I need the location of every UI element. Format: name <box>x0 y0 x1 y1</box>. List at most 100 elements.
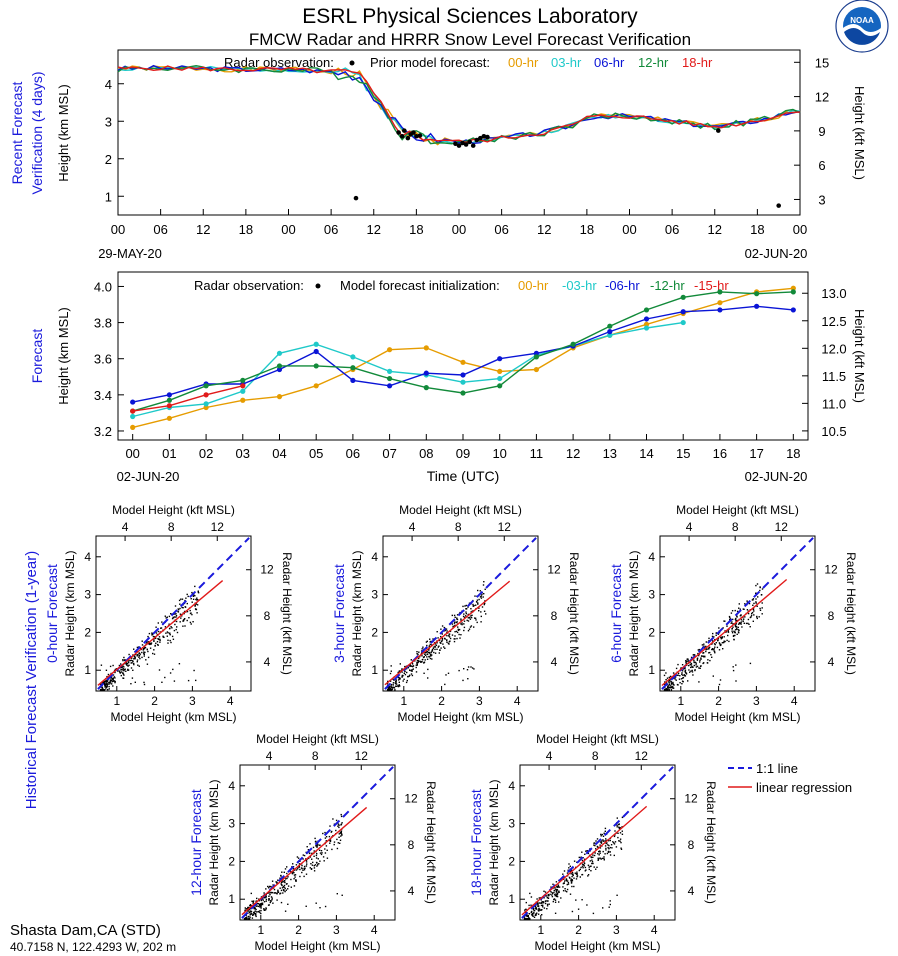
y-right-tick-label: 4 <box>828 655 835 669</box>
side-label-line2: Verification (4 days) <box>29 72 45 195</box>
scatter-point <box>554 887 556 889</box>
y-right-tick-label: 12 <box>547 563 561 577</box>
scatter-point <box>260 904 262 906</box>
scatter-point <box>478 607 480 609</box>
scatter-point <box>144 647 147 649</box>
scatter-point <box>448 634 450 636</box>
scatter-point <box>616 824 618 826</box>
scatter-point <box>609 900 611 902</box>
scatter-point <box>402 680 404 682</box>
scatter-point <box>720 643 722 646</box>
scatter-point <box>564 888 566 890</box>
scatter-point <box>305 865 308 867</box>
scatter-point <box>102 689 104 691</box>
scatter-point <box>468 617 471 619</box>
scatter-point <box>265 900 267 902</box>
scatter-point <box>571 875 573 878</box>
scatter-point <box>536 903 539 905</box>
scatter-point <box>551 892 553 894</box>
scatter-point <box>556 894 558 896</box>
site-coords: 40.7158 N, 122.4293 W, 202 m <box>10 940 176 954</box>
y-axis-label: Radar Height (km MSL) <box>63 550 77 676</box>
scatter-point <box>527 915 529 918</box>
scatter-point <box>483 593 485 595</box>
scatter-point <box>740 623 742 625</box>
series-point-03-hr <box>643 325 650 331</box>
scatter-point <box>316 846 318 848</box>
scatter-point <box>548 903 550 905</box>
scatter-point <box>558 891 560 893</box>
scatter-point <box>150 642 153 644</box>
scatter-point <box>745 622 748 625</box>
scatter-point <box>462 615 465 618</box>
scatter-point <box>540 902 542 904</box>
scatter-point <box>532 915 534 917</box>
scatter-point <box>270 900 272 902</box>
y-right-tick-label: 4 <box>264 655 271 669</box>
scatter-point <box>720 638 722 640</box>
x-tick-label: 05 <box>309 446 323 461</box>
scatter-point <box>678 678 681 680</box>
scatter-point <box>247 918 250 920</box>
scatter-point <box>529 892 531 895</box>
scatter-point <box>485 613 487 615</box>
scatter-point <box>570 869 572 872</box>
scatter-point <box>599 857 601 859</box>
scatter-point <box>123 666 125 668</box>
scatter-point <box>672 687 674 689</box>
observation-point <box>470 143 476 148</box>
series-point-12-hr <box>386 375 393 382</box>
scatter-point <box>572 874 574 877</box>
scatter-point <box>260 899 263 902</box>
scatter-point <box>739 615 742 617</box>
scatter-point <box>684 670 686 673</box>
scatter-point <box>403 678 405 680</box>
regression-line <box>384 580 511 686</box>
x-tick-label: 18 <box>750 222 764 237</box>
scatter-point <box>532 912 535 914</box>
scatter-point <box>711 648 714 650</box>
scatter-point <box>197 599 199 601</box>
scatter-point <box>180 598 182 600</box>
scatter-point <box>693 664 695 667</box>
scatter-point <box>476 621 478 624</box>
scatter-point <box>602 850 604 853</box>
scatter-point <box>192 621 194 623</box>
scatter-point <box>568 876 571 879</box>
x-tick-label: 00 <box>111 222 125 237</box>
series-point-06-hr <box>790 307 796 313</box>
regression-line <box>661 578 788 687</box>
scatter-point <box>276 892 278 895</box>
y-right-tick-label: 12 <box>260 563 274 577</box>
scatter-point <box>685 660 687 662</box>
scatter-point <box>445 674 447 676</box>
scatter-point <box>311 858 313 860</box>
series-line-00-hr <box>117 65 801 146</box>
figure-title: ESRL Physical Sciences Laboratory <box>302 5 638 28</box>
scatter-point <box>388 687 391 689</box>
scatter-point <box>709 651 711 654</box>
scatter-point <box>326 849 328 851</box>
scatter-point <box>120 663 122 665</box>
scatter-point <box>526 918 528 920</box>
scatter-point <box>441 640 443 642</box>
scatter-point <box>261 903 264 906</box>
scatter-point <box>581 874 583 876</box>
scatter-point <box>461 622 463 624</box>
scatter-point <box>130 659 132 661</box>
scatter-point <box>281 887 284 889</box>
scatter-point <box>283 884 286 887</box>
scatter-point <box>151 633 154 635</box>
scatter-point <box>386 689 389 691</box>
scatter-point <box>533 916 536 918</box>
scatter-point <box>267 885 269 888</box>
scatter-point <box>666 686 669 689</box>
observation-point <box>478 135 483 141</box>
scatter-point <box>157 630 160 633</box>
scatter-point <box>757 596 759 598</box>
scatter-point <box>108 685 110 688</box>
x-tick-label: 1 <box>677 694 684 708</box>
scatter-point <box>471 667 474 669</box>
scatter-point <box>718 683 721 686</box>
scatter-point <box>188 617 190 619</box>
